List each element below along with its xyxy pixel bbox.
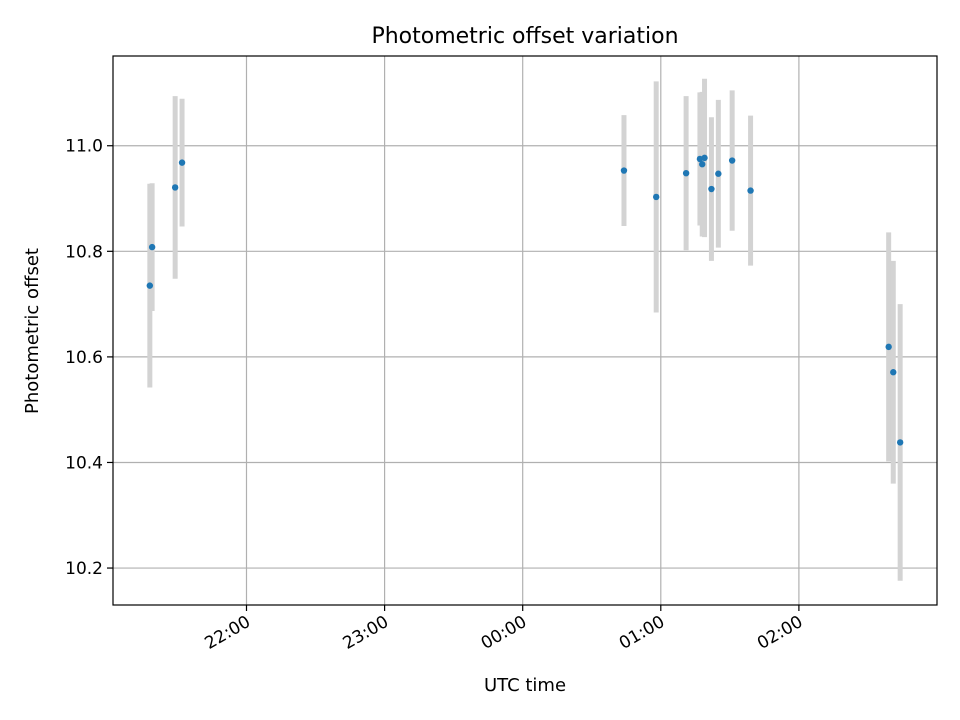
chart-title: Photometric offset variation <box>371 24 678 49</box>
y-tick-label: 10.4 <box>65 453 103 473</box>
point-layer <box>146 154 904 446</box>
data-point <box>747 187 754 194</box>
data-point <box>708 185 715 193</box>
y-tick-label: 11.0 <box>65 137 103 157</box>
plot-area-frame <box>112 55 938 606</box>
data-point <box>701 154 708 162</box>
data-point <box>885 343 892 351</box>
data-point <box>146 282 154 289</box>
y-axis-label: Photometric offset <box>22 248 43 414</box>
data-point <box>178 159 186 166</box>
data-point <box>620 167 628 174</box>
data-point <box>682 169 690 177</box>
data-point <box>728 157 736 164</box>
data-point <box>652 193 660 201</box>
data-point <box>699 161 706 168</box>
y-tick-label: 10.8 <box>65 242 103 262</box>
y-tick-label: 10.2 <box>65 559 103 579</box>
data-point <box>896 439 904 446</box>
data-point <box>171 184 179 191</box>
x-axis-label: UTC time <box>484 675 566 696</box>
data-point <box>148 243 156 251</box>
y-tick-label: 10.6 <box>65 348 103 368</box>
data-point <box>890 369 897 376</box>
data-point <box>715 170 722 177</box>
grid-layer <box>113 56 937 605</box>
